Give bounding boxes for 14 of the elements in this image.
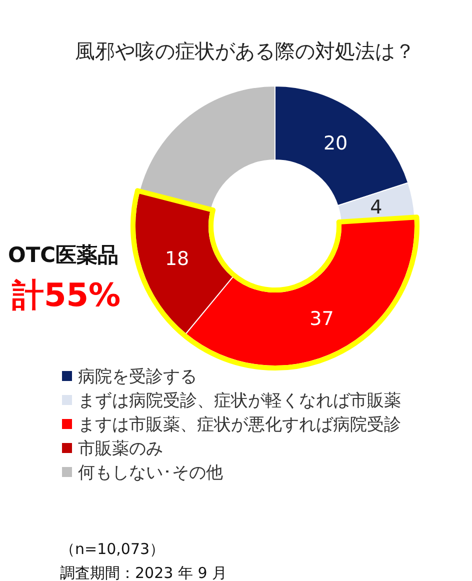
text: 調査期間：2023 年 9 月 xyxy=(60,564,228,581)
text: OTC医薬品 xyxy=(8,243,119,267)
text: 計55% xyxy=(11,276,121,314)
data-label: 37 xyxy=(310,308,334,330)
data-label: 20 xyxy=(323,132,348,155)
legend-label: 何もしない･その他 xyxy=(78,463,223,483)
legend-label: ますは市販薬、症状が悪化すれば病院受診 xyxy=(78,415,401,435)
legend-label: 病院を受診する xyxy=(78,367,197,387)
legend-label: まずは病院受診、症状が軽くなれば市販薬 xyxy=(78,391,401,411)
data-label: 4 xyxy=(370,196,382,219)
text: （n=10,073） xyxy=(60,540,165,558)
legend-label: 市販薬のみ xyxy=(78,439,163,459)
chart-title: 風邪や咳の症状がある際の対処法は？ xyxy=(75,39,415,63)
data-label: 18 xyxy=(164,248,190,270)
